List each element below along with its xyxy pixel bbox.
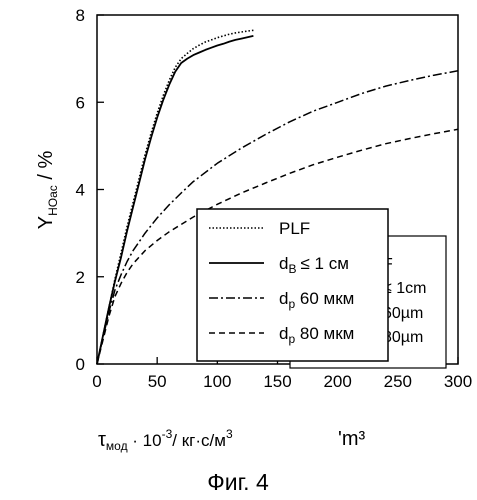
y-axis-label-main: Y xyxy=(35,216,57,229)
x-axis-label-tau: τ xyxy=(98,429,106,451)
y-tick-label-8: 8 xyxy=(76,6,85,25)
y-axis-label: YHOac / % xyxy=(35,151,60,230)
legend: PLF dB≤ 1 см dp 60 мкм dp 80 мкм xyxy=(197,209,388,361)
legend-label-db-main: d xyxy=(279,254,288,273)
x-axis-label: τмод · 10-3/ кг·с/м3 xyxy=(98,427,233,453)
ghost-legend-text-3: 60µm xyxy=(383,305,423,322)
x-tick-label-300: 300 xyxy=(444,372,472,391)
legend-label-db-rest: ≤ 1 см xyxy=(300,254,348,273)
figure-caption: Фиг. 4 xyxy=(207,469,269,495)
x-axis-label-sup: -3 xyxy=(162,427,173,441)
x-axis-label-sup2: 3 xyxy=(226,427,233,441)
x-axis-label-fragment: 'm³ xyxy=(338,428,365,450)
legend-label-dp60-rest: 60 мкм xyxy=(295,289,354,308)
y-tick-label-6: 6 xyxy=(76,93,85,112)
y-tick-label-4: 4 xyxy=(76,181,85,200)
y-tick-label-0: 0 xyxy=(76,355,85,374)
x-axis-label-sub: мод xyxy=(106,439,128,453)
x-tick-label-100: 100 xyxy=(203,372,231,391)
legend-label-db-sub: B xyxy=(288,262,296,276)
legend-label-plf: PLF xyxy=(279,219,310,238)
x-tick-label-200: 200 xyxy=(323,372,351,391)
y-axis-label-rest: / % xyxy=(35,151,57,186)
y-tick-label-2: 2 xyxy=(76,268,85,287)
x-axis-label-rest: / кг·с/м xyxy=(172,431,226,450)
x-tick-label-250: 250 xyxy=(384,372,412,391)
y-axis-label-sub: HOac xyxy=(46,185,60,216)
legend-label-dp80-main: d xyxy=(279,324,288,343)
ghost-legend-text-2: ≤ 1cm xyxy=(383,280,426,297)
x-axis-label-mid: · 10 xyxy=(128,431,162,450)
x-tick-label-150: 150 xyxy=(263,372,291,391)
legend-label-dp60-main: d xyxy=(279,289,288,308)
ghost-legend-text-4: 80µm xyxy=(383,329,423,346)
x-tick-label-0: 0 xyxy=(92,372,101,391)
x-tick-label-50: 50 xyxy=(148,372,167,391)
legend-label-dp80-rest: 80 мкм xyxy=(295,324,354,343)
